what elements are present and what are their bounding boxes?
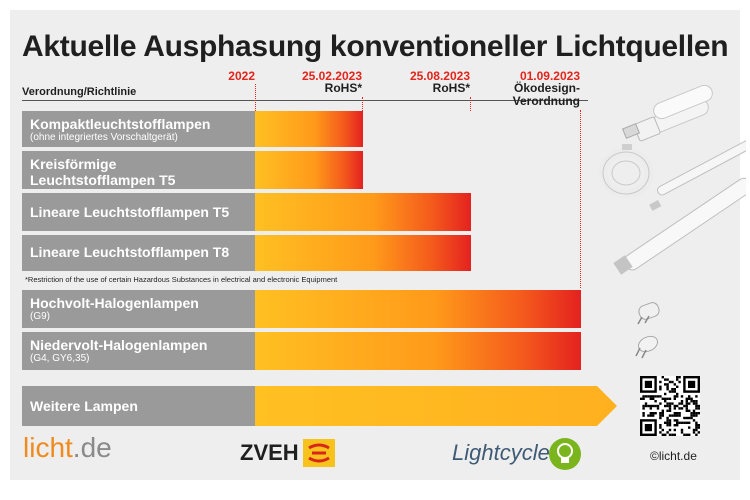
compact-fluorescent-lamp-icon	[621, 84, 713, 142]
row-title: Lineare Leuchtstofflampen T8	[30, 244, 230, 260]
lightcycle-logo: Lightcycle	[452, 440, 550, 465]
g9-halogen-lamp-icon	[637, 302, 660, 325]
milestone-date-3: 01.09.2023	[519, 69, 580, 83]
milestone-note-3: Ökodesign- Verordnung	[512, 81, 580, 108]
row-detail: (G4, GY6,35)	[30, 353, 90, 364]
footnote: *Restriction of the use of certain Hazar…	[25, 275, 338, 284]
column-header: Verordnung/Richtlinie	[22, 86, 137, 98]
phaseout-bar-niedervolt	[255, 332, 581, 370]
row-label-linear-t8: Lineare Leuchtstofflampen T8	[22, 235, 255, 271]
header-divider	[22, 100, 588, 101]
row-label-kreisfoermig: Kreisförmige Leuchtstofflampen T5	[22, 151, 255, 189]
row-label-kompakt: Kompaktleuchtstofflampen (ohne integrier…	[22, 111, 255, 147]
milestone-line-2	[470, 97, 471, 111]
phaseout-bar-linear-t5	[255, 193, 471, 231]
milestone-line-2022	[255, 84, 256, 111]
row-label-hochvolt: Hochvolt-Halogenlampen (G9)	[22, 290, 255, 328]
lightcycle-bulb-icon	[549, 438, 581, 470]
copyright-notice: ©licht.de	[650, 449, 697, 463]
milestone-note-2: RoHS*	[432, 81, 470, 95]
row-detail: (ohne integriertes Vorschaltgerät)	[30, 132, 178, 143]
phaseout-bar-linear-t8	[255, 235, 471, 271]
milestone-date-2022: 2022	[228, 69, 255, 83]
phaseout-bar-kreisfoermig	[255, 151, 363, 189]
milestone-date-2: 25.08.2023	[409, 69, 470, 83]
phaseout-bar-hochvolt	[255, 290, 581, 328]
row-label-linear-t5: Lineare Leuchtstofflampen T5	[22, 193, 255, 231]
licht-de-logo: licht.de	[23, 432, 112, 463]
milestone-line-1	[362, 97, 363, 111]
lamp-illustrations	[598, 84, 746, 359]
qr-code-icon[interactable]	[640, 376, 700, 436]
row-title: Hochvolt-Halogenlampen	[30, 295, 199, 311]
milestone-line-3	[580, 110, 581, 288]
row-label-niedervolt: Niedervolt-Halogenlampen (G4, GY6,35)	[22, 332, 255, 370]
linear-t8-lamp-icon	[613, 177, 746, 275]
row-title: Niedervolt-Halogenlampen	[30, 337, 208, 353]
row-title: Weitere Lampen	[30, 398, 138, 414]
row-title: Kreisförmige Leuchtstofflampen T5	[30, 156, 176, 188]
zveh-logo: ZVEH	[240, 440, 299, 465]
page-title: Aktuelle Ausphasung konventioneller Lich…	[22, 30, 729, 63]
row-title: Lineare Leuchtstofflampen T5	[30, 204, 230, 220]
phaseout-bar-kompakt	[255, 111, 363, 147]
circular-fluorescent-lamp-icon	[598, 144, 654, 199]
row-detail: (G9)	[30, 311, 50, 322]
zveh-emblem-icon	[303, 439, 335, 467]
row-title: Kompaktleuchtstofflampen	[30, 116, 211, 132]
g4-halogen-lamp-icon	[635, 335, 659, 359]
open-ended-arrow	[255, 386, 617, 426]
milestone-date-1: 25.02.2023	[301, 69, 362, 83]
milestone-note-1: RoHS*	[324, 81, 362, 95]
linear-t5-lamp-icon	[649, 133, 746, 211]
row-label-weitere: Weitere Lampen	[22, 386, 255, 426]
